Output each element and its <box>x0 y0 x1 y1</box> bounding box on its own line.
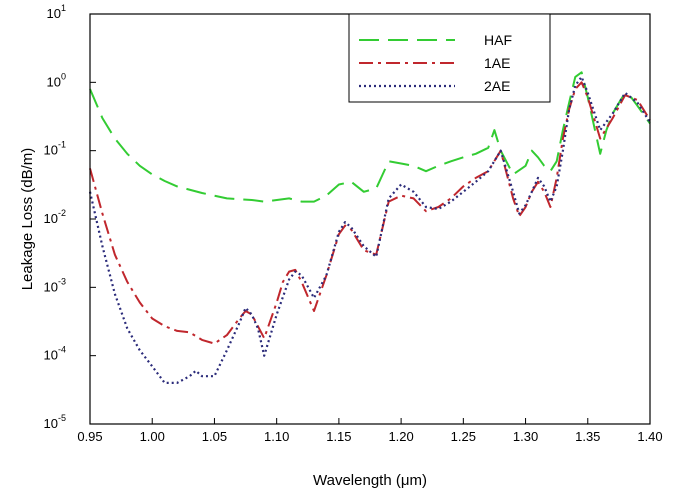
legend-label-haf: HAF <box>484 32 512 48</box>
series-line-2ae <box>88 75 651 384</box>
y-tick-exponent: -4 <box>58 345 66 355</box>
x-axis-ticks: 0.95 1.00 1.05 1.10 1.15 1.20 1.25 1.30 1.35 1.40 <box>77 418 663 444</box>
y-tick-exponent: -1 <box>58 140 66 150</box>
x-tick-label: 1.25 <box>451 429 476 444</box>
x-axis-label: Wavelength (μm) <box>313 472 427 489</box>
y-tick-exponent: 1 <box>61 3 66 13</box>
x-tick-label: 1.40 <box>637 429 662 444</box>
x-tick-label: 1.05 <box>202 429 227 444</box>
x-tick-label: 1.15 <box>326 429 351 444</box>
legend-label-2ae: 2AE <box>484 78 510 94</box>
y-tick-exponent: 0 <box>61 71 66 81</box>
legend-label-1ae: 1AE <box>484 55 510 71</box>
x-tick-label: 1.30 <box>513 429 538 444</box>
y-tick-exponent: -2 <box>58 208 66 218</box>
series-line-1ae <box>89 81 651 345</box>
y-axis-label: Leakage Loss (dB/m) <box>19 148 36 291</box>
series-layer <box>88 71 651 384</box>
legend: HAF 1AE 2AE <box>348 13 551 103</box>
y-tick-exponent: -3 <box>58 276 66 286</box>
x-tick-label: 1.10 <box>264 429 289 444</box>
x-tick-label: 1.20 <box>388 429 413 444</box>
x-tick-label: 0.95 <box>77 429 102 444</box>
y-tick-exponent: -5 <box>58 413 66 423</box>
x-tick-label: 1.35 <box>575 429 600 444</box>
x-tick-label: 1.00 <box>140 429 165 444</box>
legend-box <box>348 13 551 103</box>
